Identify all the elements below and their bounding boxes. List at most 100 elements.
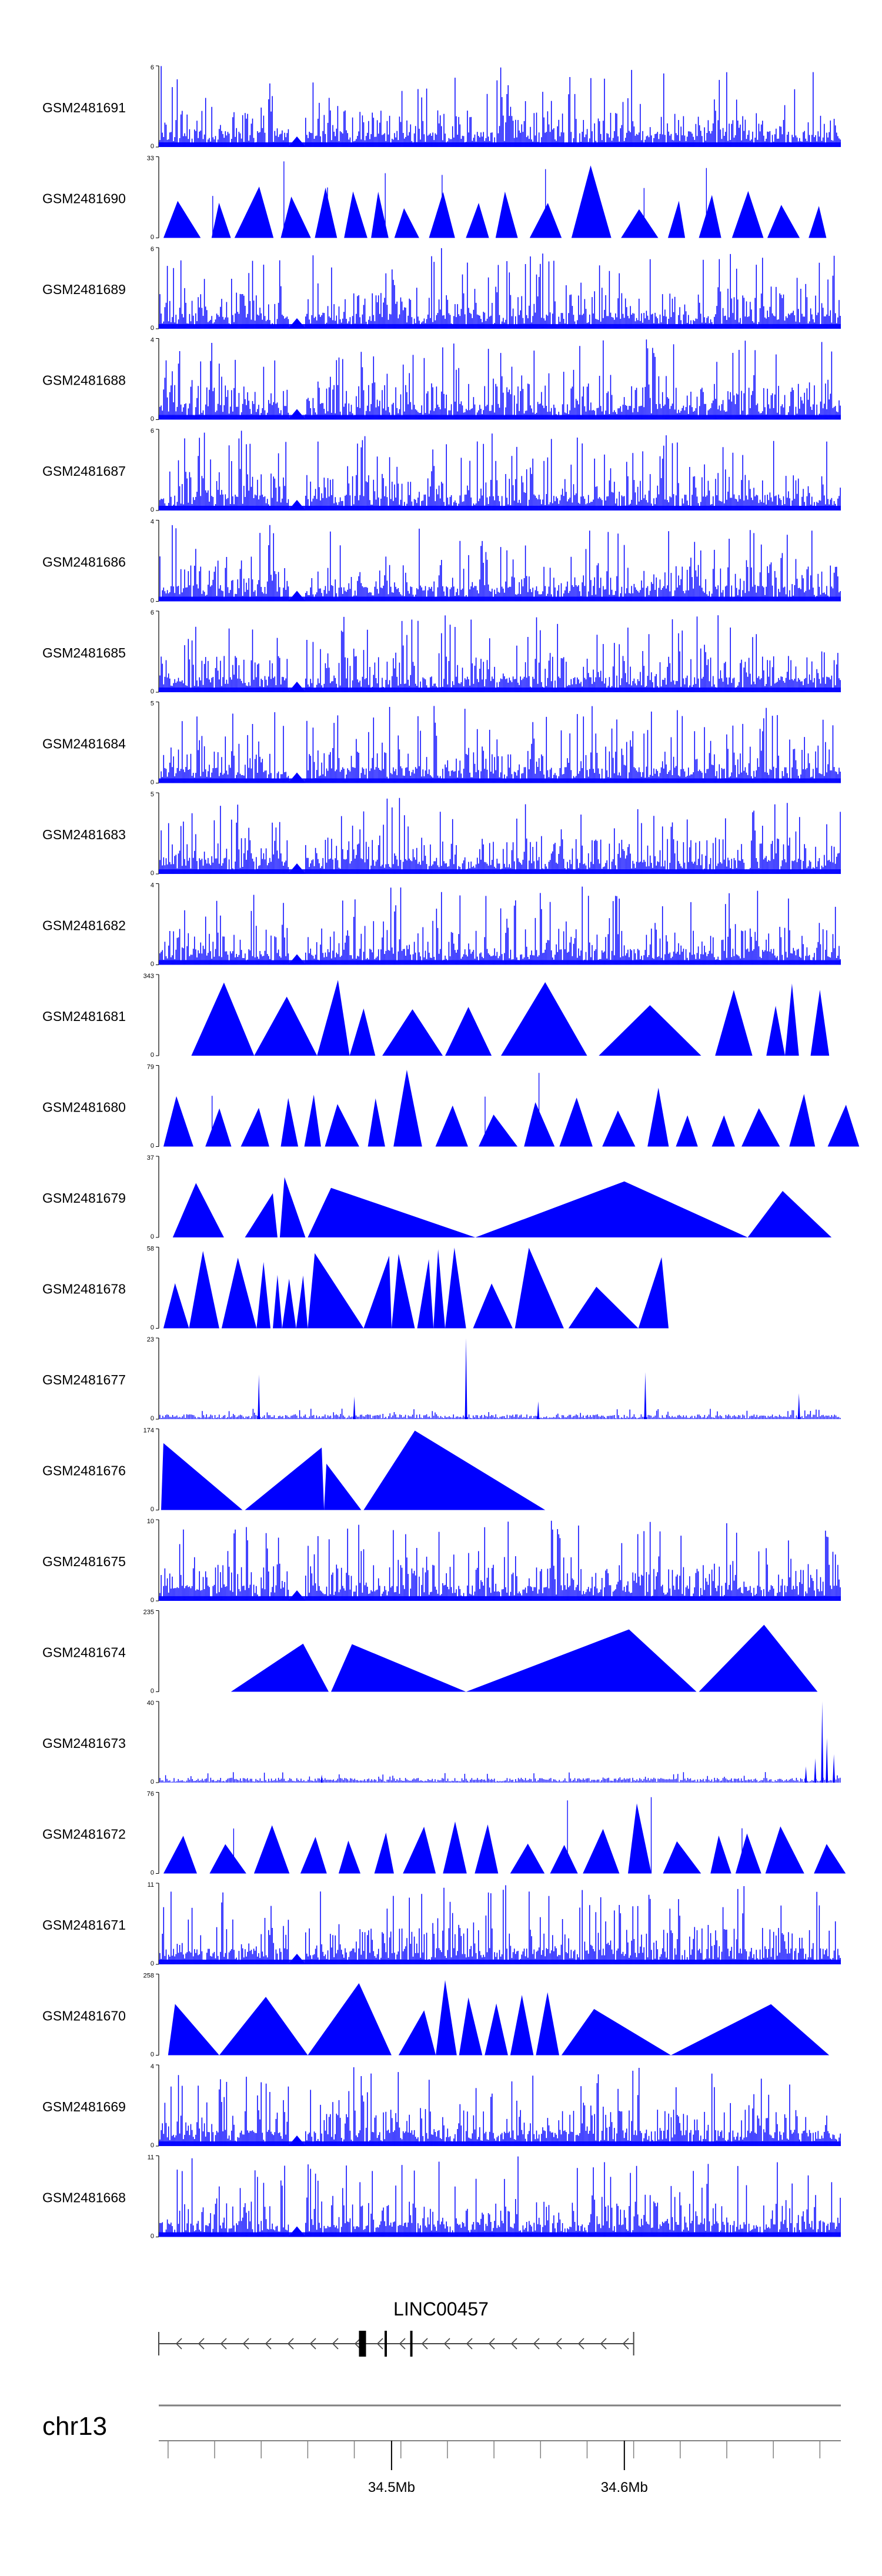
signal-peak (338, 1840, 360, 1874)
y-min-label: 0 (151, 506, 154, 513)
y-max-label: 5 (151, 700, 154, 708)
signal-bars (159, 706, 841, 783)
signal-baseline (159, 142, 841, 147)
signal-bars (159, 1409, 841, 1419)
signal-gap-peak (288, 2135, 306, 2146)
signal-peak (647, 1087, 669, 1147)
signal-peak (638, 1257, 669, 1329)
signal-peak (296, 1275, 308, 1329)
signal-bars (159, 615, 841, 692)
signal-peak (789, 1094, 816, 1147)
track-GSM2481675: GSM2481675 10 0 (42, 1518, 841, 1604)
signal-peak (710, 1836, 731, 1874)
y-max-label: 76 (147, 1791, 154, 1798)
track-GSM2481676: GSM2481676 174 0 (42, 1427, 546, 1513)
sample-label: GSM2481670 (42, 2008, 126, 2024)
signal-peak (559, 1097, 593, 1147)
signal-peak (163, 1283, 189, 1329)
signal-peak (325, 1104, 359, 1147)
signal-peak (561, 2008, 671, 2056)
y-min-label: 0 (151, 1870, 154, 1877)
y-max-label: 6 (151, 246, 154, 253)
signal-baseline (159, 1596, 841, 1601)
signal-peak (393, 1070, 422, 1147)
track-GSM2481678: GSM2481678 58 0 (42, 1246, 669, 1332)
sample-label: GSM2481688 (42, 373, 126, 388)
y-max-label: 235 (143, 1609, 154, 1616)
gene-exon (359, 2331, 366, 2357)
signal-bars (159, 431, 841, 510)
signal-peak (445, 1247, 466, 1329)
signal-baseline (159, 869, 841, 874)
signal-peak (308, 1187, 476, 1237)
signal-gap-peak (288, 1590, 306, 1601)
sample-label: GSM2481674 (42, 1645, 126, 1660)
y-max-label: 6 (151, 428, 154, 435)
track-GSM2481691: GSM2481691 6 0 (42, 64, 841, 150)
y-min-label: 0 (151, 779, 154, 786)
signal-peak (324, 1463, 362, 1510)
signal-peak (715, 990, 753, 1056)
signal-peak (374, 1833, 394, 1874)
chromosome-label: chr13 (42, 2412, 107, 2441)
signal-peak (273, 1274, 282, 1329)
y-min-label: 0 (151, 1778, 154, 1786)
signal-bars (159, 1772, 841, 1783)
sample-label: GSM2481689 (42, 282, 126, 297)
signal-gap-peak (288, 500, 306, 510)
signal-peak (827, 1105, 860, 1147)
sample-label: GSM2481677 (42, 1372, 126, 1387)
signal-spike (644, 1372, 647, 1419)
sample-label: GSM2481687 (42, 463, 126, 479)
sample-label: GSM2481681 (42, 1009, 126, 1024)
sample-label: GSM2481678 (42, 1282, 126, 1297)
signal-peak (466, 203, 489, 238)
signal-baseline (159, 596, 841, 602)
signal-peak (256, 1262, 270, 1329)
signal-peak (550, 1845, 578, 1874)
y-min-label: 0 (151, 598, 154, 605)
signal-peak (282, 1279, 296, 1329)
signal-spike (465, 1338, 467, 1419)
signal-peak (398, 2010, 436, 2056)
y-min-label: 0 (151, 1597, 154, 1604)
signal-peak (221, 1257, 257, 1329)
signal-peak (473, 1283, 513, 1329)
y-min-label: 0 (151, 325, 154, 332)
signal-peak (628, 1803, 652, 1874)
signal-spike (797, 1393, 800, 1419)
signal-peak (394, 208, 419, 238)
y-min-label: 0 (151, 2142, 154, 2149)
signal-baseline (159, 2141, 841, 2146)
sample-label: GSM2481668 (42, 2190, 126, 2205)
sample-label: GSM2481672 (42, 1827, 126, 1842)
sample-label: GSM2481671 (42, 1917, 126, 1933)
track-GSM2481672: GSM2481672 76 0 (42, 1791, 846, 1877)
signal-gap-peak (288, 772, 306, 783)
sample-label: GSM2481680 (42, 1100, 126, 1115)
y-min-label: 0 (151, 1143, 154, 1150)
signal-peak (363, 1430, 546, 1510)
y-max-label: 11 (148, 1881, 154, 1888)
signal-peak (741, 1108, 780, 1147)
signal-peak (735, 1833, 761, 1874)
signal-peak (711, 1115, 735, 1147)
signal-bars (159, 1520, 841, 1601)
y-min-label: 0 (151, 1052, 154, 1059)
signal-peak (699, 195, 721, 238)
sample-label: GSM2481669 (42, 2099, 126, 2114)
signal-peak (747, 1191, 832, 1237)
signal-peak (230, 1643, 329, 1692)
signal-peak (172, 1183, 224, 1237)
y-min-label: 0 (151, 1233, 154, 1240)
track-GSM2481681: GSM2481681 343 0 (42, 973, 830, 1059)
signal-bars (159, 525, 841, 602)
signal-peak (785, 983, 799, 1056)
signal-bars (159, 1885, 841, 1964)
signal-peak (245, 1447, 325, 1510)
signal-peak (240, 1107, 269, 1147)
y-min-label: 0 (151, 2233, 154, 2240)
signal-peak (501, 982, 587, 1056)
signal-peak (568, 1286, 639, 1329)
